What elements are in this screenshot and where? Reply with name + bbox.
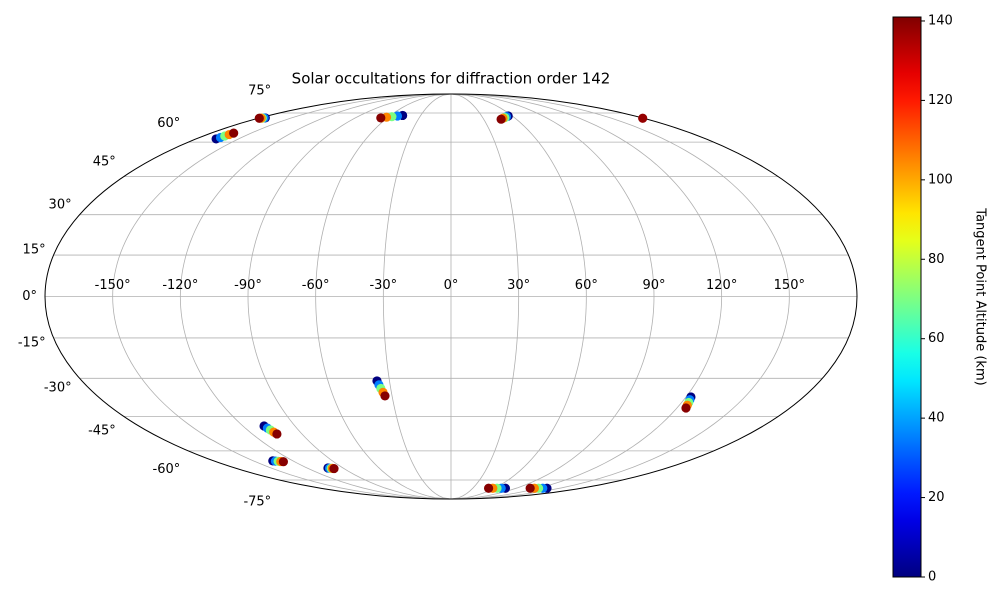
x-tick-label: -150° xyxy=(95,278,131,293)
grid-line xyxy=(450,93,790,500)
x-tick-label: -30° xyxy=(369,278,397,293)
x-tick-label: 60° xyxy=(575,278,598,293)
grid-line xyxy=(450,93,723,500)
data-point xyxy=(681,403,691,413)
y-tick-label: -30° xyxy=(44,381,72,396)
data-point xyxy=(525,483,535,493)
data-point xyxy=(496,114,506,124)
y-tick-label: -45° xyxy=(88,423,116,438)
grid-line xyxy=(450,93,587,500)
x-tick-label: 0° xyxy=(444,278,459,293)
grid-line xyxy=(450,93,520,500)
map-boundary xyxy=(44,93,858,500)
colorbar-tick-label: 80 xyxy=(928,252,945,267)
colorbar-tick-label: 100 xyxy=(928,172,953,187)
grid-line xyxy=(179,93,452,500)
data-point xyxy=(638,113,648,123)
y-tick-label: 75° xyxy=(248,84,271,99)
grid-line xyxy=(112,93,452,500)
x-tick-label: 150° xyxy=(774,278,805,293)
y-tick-label: 15° xyxy=(23,243,46,258)
x-tick-label: 30° xyxy=(507,278,530,293)
y-tick-label: -75° xyxy=(243,494,271,509)
data-point xyxy=(254,113,264,123)
colorbar xyxy=(892,16,922,578)
data-point xyxy=(380,391,390,401)
x-tick-label: -120° xyxy=(162,278,198,293)
x-tick-label: -90° xyxy=(234,278,262,293)
colorbar-label: Tangent Point Altitude (km) xyxy=(973,207,988,385)
colorbar-tick-label: 0 xyxy=(928,570,936,585)
colorbar-tick-label: 120 xyxy=(928,93,953,108)
colorbar-tick-label: 20 xyxy=(928,490,945,505)
y-tick-label: 60° xyxy=(157,116,180,131)
y-tick-label: 0° xyxy=(22,289,37,304)
colorbar-tick-label: 140 xyxy=(928,13,953,28)
data-point xyxy=(376,113,386,123)
grid-line xyxy=(247,93,452,500)
data-point xyxy=(229,128,239,138)
data-point xyxy=(483,483,494,493)
y-tick-label: 45° xyxy=(93,155,116,170)
y-tick-label: -15° xyxy=(18,335,46,350)
x-tick-label: -60° xyxy=(302,278,330,293)
chart-title: Solar occultations for diffraction order… xyxy=(292,70,611,88)
data-point xyxy=(329,463,339,474)
grid-line xyxy=(382,93,452,500)
x-tick-label: 120° xyxy=(706,278,737,293)
data-point xyxy=(278,457,288,467)
colorbar-tick-label: 40 xyxy=(928,411,945,426)
data-point xyxy=(272,429,282,439)
x-tick-label: 90° xyxy=(642,278,665,293)
colorbar-tick-label: 60 xyxy=(928,331,945,346)
y-tick-label: -60° xyxy=(153,462,181,477)
y-tick-label: 30° xyxy=(49,197,72,212)
grid-line xyxy=(315,93,452,500)
grid-line xyxy=(450,93,655,500)
